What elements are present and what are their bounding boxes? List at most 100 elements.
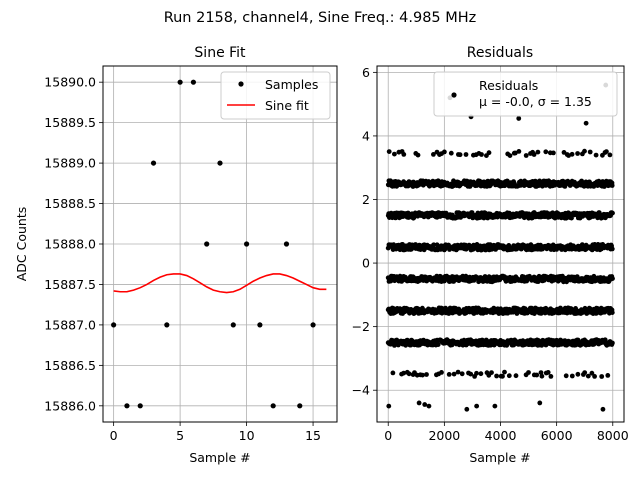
residual-point bbox=[479, 152, 484, 157]
residual-point bbox=[599, 374, 605, 379]
sine-fit-y-tick-label: 15888.5 bbox=[44, 196, 96, 211]
sine-fit-y-tick-label: 15889.0 bbox=[44, 156, 96, 171]
residual-point bbox=[442, 149, 447, 155]
residual-point bbox=[575, 151, 580, 156]
residuals-y-tick-label: 4 bbox=[362, 128, 370, 143]
residual-point bbox=[401, 370, 407, 376]
residual-point bbox=[513, 373, 519, 379]
residuals-y-tick-label: 2 bbox=[362, 192, 370, 207]
residual-point bbox=[534, 372, 540, 378]
residual-point bbox=[415, 152, 421, 158]
residual-point bbox=[582, 148, 587, 154]
sine-fit-x-tick-label: 0 bbox=[110, 428, 118, 443]
residual-outlier-point bbox=[492, 403, 498, 409]
residual-point bbox=[582, 370, 588, 375]
residual-point bbox=[538, 370, 544, 375]
residual-point bbox=[478, 371, 484, 377]
residual-point bbox=[593, 152, 599, 158]
sine-fit-y-ticks: 15886.0 15886.5 15887.0 15887.5 15888.0 15888… bbox=[44, 75, 103, 413]
residual-point bbox=[539, 373, 545, 379]
sample-point bbox=[297, 403, 303, 409]
sine-fit-axes-frame bbox=[102, 65, 338, 423]
residual-point bbox=[605, 373, 611, 378]
residual-point bbox=[448, 150, 454, 156]
sample-point bbox=[217, 160, 223, 166]
residuals-marks bbox=[385, 82, 615, 412]
residuals-x-tick-label: 6000 bbox=[541, 428, 573, 443]
residual-point bbox=[610, 210, 615, 216]
sample-point bbox=[257, 322, 263, 328]
residual-point bbox=[435, 342, 441, 347]
residuals-x-tick-label: 0 bbox=[384, 428, 392, 443]
residual-point bbox=[386, 149, 392, 155]
residual-point bbox=[502, 369, 507, 375]
sine-fit-y-tick-label: 15886.5 bbox=[44, 358, 96, 373]
residuals-x-label: Sample # bbox=[469, 450, 530, 465]
residual-point bbox=[575, 371, 581, 377]
residual-point bbox=[523, 153, 529, 158]
residual-outlier-point bbox=[600, 406, 606, 412]
residual-point bbox=[585, 373, 591, 379]
residual-point bbox=[390, 370, 396, 376]
residual-point bbox=[545, 370, 551, 375]
residual-outlier-point bbox=[537, 400, 543, 406]
residual-point bbox=[604, 149, 609, 155]
sine-fit-y-tick-label: 15889.5 bbox=[44, 115, 96, 130]
residual-point bbox=[486, 150, 492, 156]
residuals-legend-box bbox=[433, 71, 618, 117]
residual-point bbox=[489, 370, 494, 375]
residual-outlier-point bbox=[386, 403, 392, 409]
residual-point bbox=[610, 340, 615, 346]
sample-point bbox=[243, 241, 250, 247]
legend-residuals-marker bbox=[451, 92, 457, 98]
sample-point bbox=[150, 160, 157, 166]
residuals-y-tick-label: 6 bbox=[362, 65, 370, 80]
residuals-y-ticks: −4 −2 0 2 4 6 bbox=[352, 65, 377, 398]
residual-point bbox=[459, 371, 465, 377]
residual-point bbox=[468, 371, 474, 377]
residual-point bbox=[539, 342, 545, 348]
residual-point bbox=[507, 153, 513, 159]
residuals-x-ticks: 0 2000 4000 6000 8000 bbox=[384, 422, 629, 443]
residual-outlier-point bbox=[583, 120, 589, 126]
sine-fit-y-tick-label: 15887.0 bbox=[44, 317, 96, 332]
sine-fit-x-tick-label: 15 bbox=[305, 428, 321, 443]
legend-samples-marker bbox=[238, 81, 244, 87]
legend-residuals-stats: μ = -0.0, σ = 1.35 bbox=[479, 94, 592, 109]
residuals-y-tick-label: −4 bbox=[352, 383, 370, 398]
sine-fit-y-tick-label: 15888.0 bbox=[44, 237, 96, 252]
residual-point bbox=[457, 152, 463, 158]
residual-point bbox=[406, 371, 412, 377]
residual-point bbox=[526, 370, 531, 375]
legend-sine-fit-label: Sine fit bbox=[265, 98, 309, 113]
sample-point bbox=[310, 322, 316, 328]
sample-point bbox=[204, 241, 210, 247]
legend-residuals-label: Residuals bbox=[479, 78, 538, 93]
residual-outlier-point bbox=[426, 403, 432, 409]
residual-point bbox=[609, 246, 615, 252]
residual-outlier-point bbox=[516, 116, 522, 121]
residual-point bbox=[592, 374, 597, 379]
residual-point bbox=[551, 150, 556, 156]
residuals-x-tick-label: 2000 bbox=[428, 428, 460, 443]
residuals-y-tick-label: 0 bbox=[362, 256, 370, 271]
sine-fit-x-label: Sample # bbox=[189, 450, 250, 465]
sine-fit-legend-box bbox=[220, 71, 331, 120]
figure-suptitle: Run 2158, channel4, Sine Freq.: 4.985 MH… bbox=[164, 10, 477, 26]
residual-point bbox=[494, 373, 499, 379]
residual-point bbox=[609, 310, 615, 315]
residual-point bbox=[569, 215, 574, 221]
residuals-legend: Residuals μ = -0.0, σ = 1.35 bbox=[433, 71, 618, 117]
residual-point bbox=[587, 149, 593, 155]
residual-outlier-point bbox=[416, 400, 422, 406]
residuals-axes-frame bbox=[376, 65, 625, 423]
residual-point bbox=[420, 372, 425, 378]
residual-point bbox=[455, 369, 461, 375]
residual-point bbox=[569, 373, 575, 379]
sample-point bbox=[164, 322, 170, 328]
residuals-x-tick-label: 8000 bbox=[597, 428, 629, 443]
sine-fit-plot: Sine Fit 0 5 10 15 15886.015886.515887.0158… bbox=[14, 45, 338, 465]
residual-point bbox=[569, 151, 575, 157]
sine-fit-y-tick-label: 15887.5 bbox=[44, 277, 96, 292]
